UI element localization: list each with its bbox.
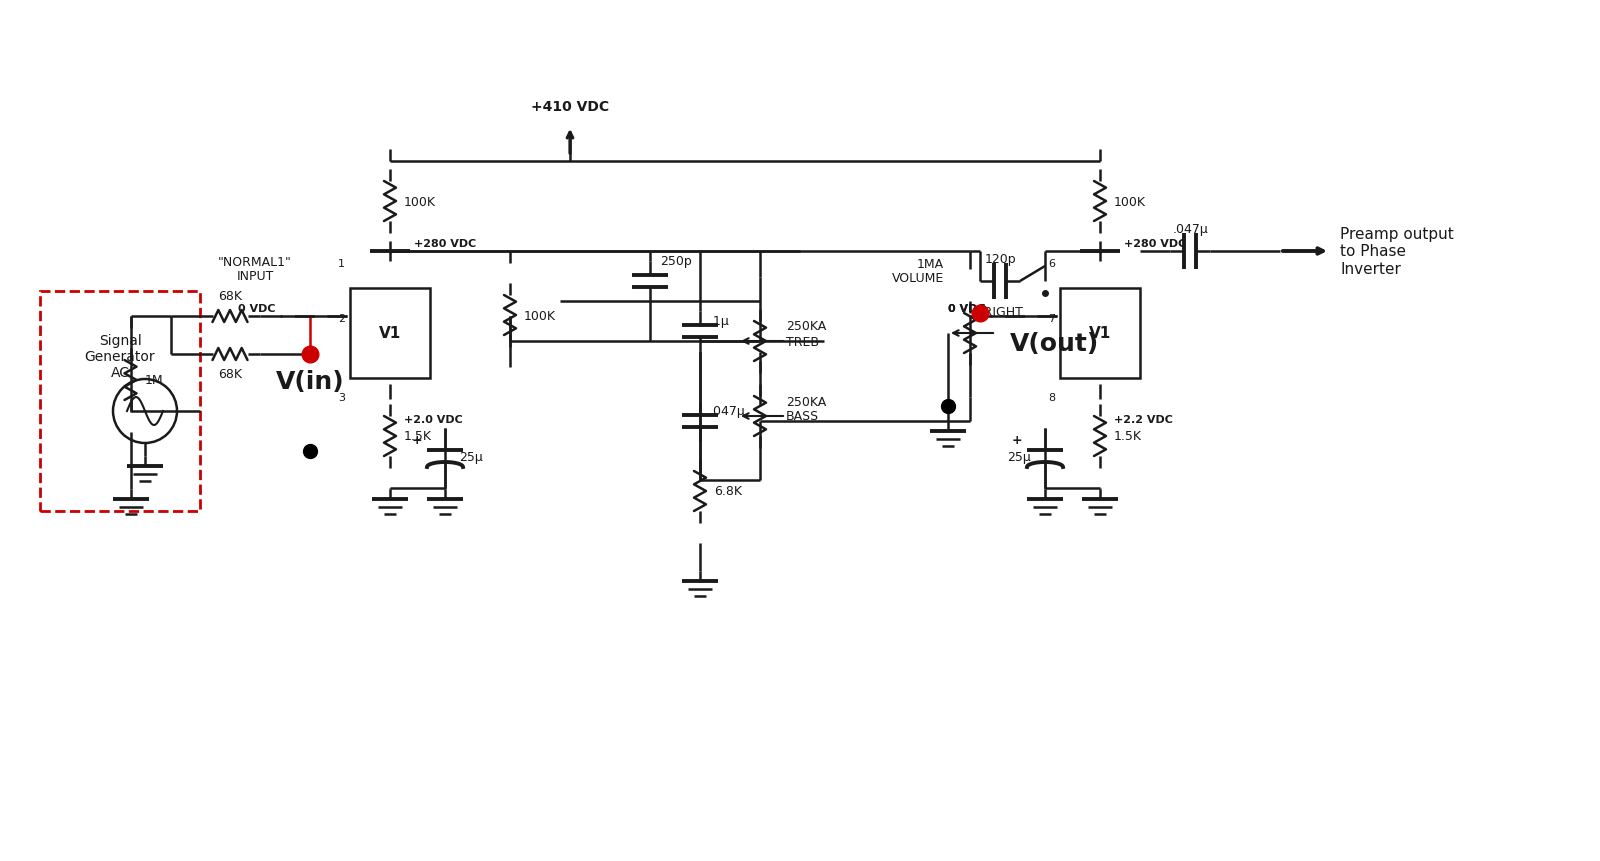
Bar — [350, 288, 430, 379]
Text: 100K: 100K — [525, 309, 557, 322]
Text: 25µ: 25µ — [1008, 450, 1030, 463]
Text: BASS: BASS — [786, 410, 819, 423]
Text: 120p: 120p — [984, 253, 1016, 266]
Text: +280 VDC: +280 VDC — [414, 238, 477, 249]
Text: 8: 8 — [1048, 393, 1054, 403]
Text: BRIGHT: BRIGHT — [976, 305, 1024, 318]
Text: +280 VDC: +280 VDC — [1123, 238, 1186, 249]
Bar — [1059, 288, 1139, 379]
Text: Inverter: Inverter — [1341, 263, 1402, 277]
Text: 68K: 68K — [218, 290, 242, 303]
Text: .047μ: .047μ — [710, 405, 746, 418]
Text: +2.0 VDC: +2.0 VDC — [403, 414, 462, 424]
Text: 6.8K: 6.8K — [714, 485, 742, 498]
Text: Signal
Generator
AC: Signal Generator AC — [85, 333, 155, 380]
Text: 3: 3 — [338, 393, 346, 403]
Text: 1: 1 — [338, 258, 346, 269]
Text: TREB: TREB — [786, 335, 819, 348]
Text: +410 VDC: +410 VDC — [531, 100, 610, 114]
Text: 68K: 68K — [218, 368, 242, 381]
Bar — [40, 292, 200, 511]
Text: .047μ: .047μ — [1173, 223, 1208, 236]
Text: 0 VDC: 0 VDC — [947, 304, 986, 313]
Text: INPUT: INPUT — [237, 270, 274, 283]
Text: 0 VDC: 0 VDC — [237, 304, 275, 313]
Text: 2: 2 — [338, 313, 346, 324]
Text: 100K: 100K — [403, 195, 435, 208]
Text: Preamp output: Preamp output — [1341, 226, 1454, 241]
Text: VOLUME: VOLUME — [891, 272, 944, 285]
Text: 6: 6 — [1048, 258, 1054, 269]
Text: 1M: 1M — [144, 374, 163, 387]
Text: 0 VDC: 0 VDC — [947, 304, 986, 313]
Text: 7: 7 — [1048, 313, 1054, 324]
Text: .1μ: .1μ — [710, 315, 730, 328]
Text: 250KA: 250KA — [786, 395, 826, 408]
Text: V1: V1 — [379, 326, 402, 341]
Text: 1MA: 1MA — [917, 257, 944, 270]
Text: 250KA: 250KA — [786, 320, 826, 333]
Text: V(out): V(out) — [1010, 331, 1099, 356]
Text: V1: V1 — [1090, 326, 1110, 341]
Text: 25µ: 25µ — [459, 450, 483, 463]
Text: to Phase: to Phase — [1341, 245, 1406, 259]
Text: V(in): V(in) — [275, 369, 344, 393]
Text: 1.5K: 1.5K — [403, 430, 432, 443]
Text: 250p: 250p — [661, 255, 691, 268]
Text: "NORMAL1": "NORMAL1" — [218, 255, 291, 268]
Text: +: + — [1011, 433, 1022, 447]
Text: +2.2 VDC: +2.2 VDC — [1114, 414, 1173, 424]
Text: +: + — [411, 433, 422, 447]
Text: 100K: 100K — [1114, 195, 1146, 208]
Text: 1.5K: 1.5K — [1114, 430, 1142, 443]
